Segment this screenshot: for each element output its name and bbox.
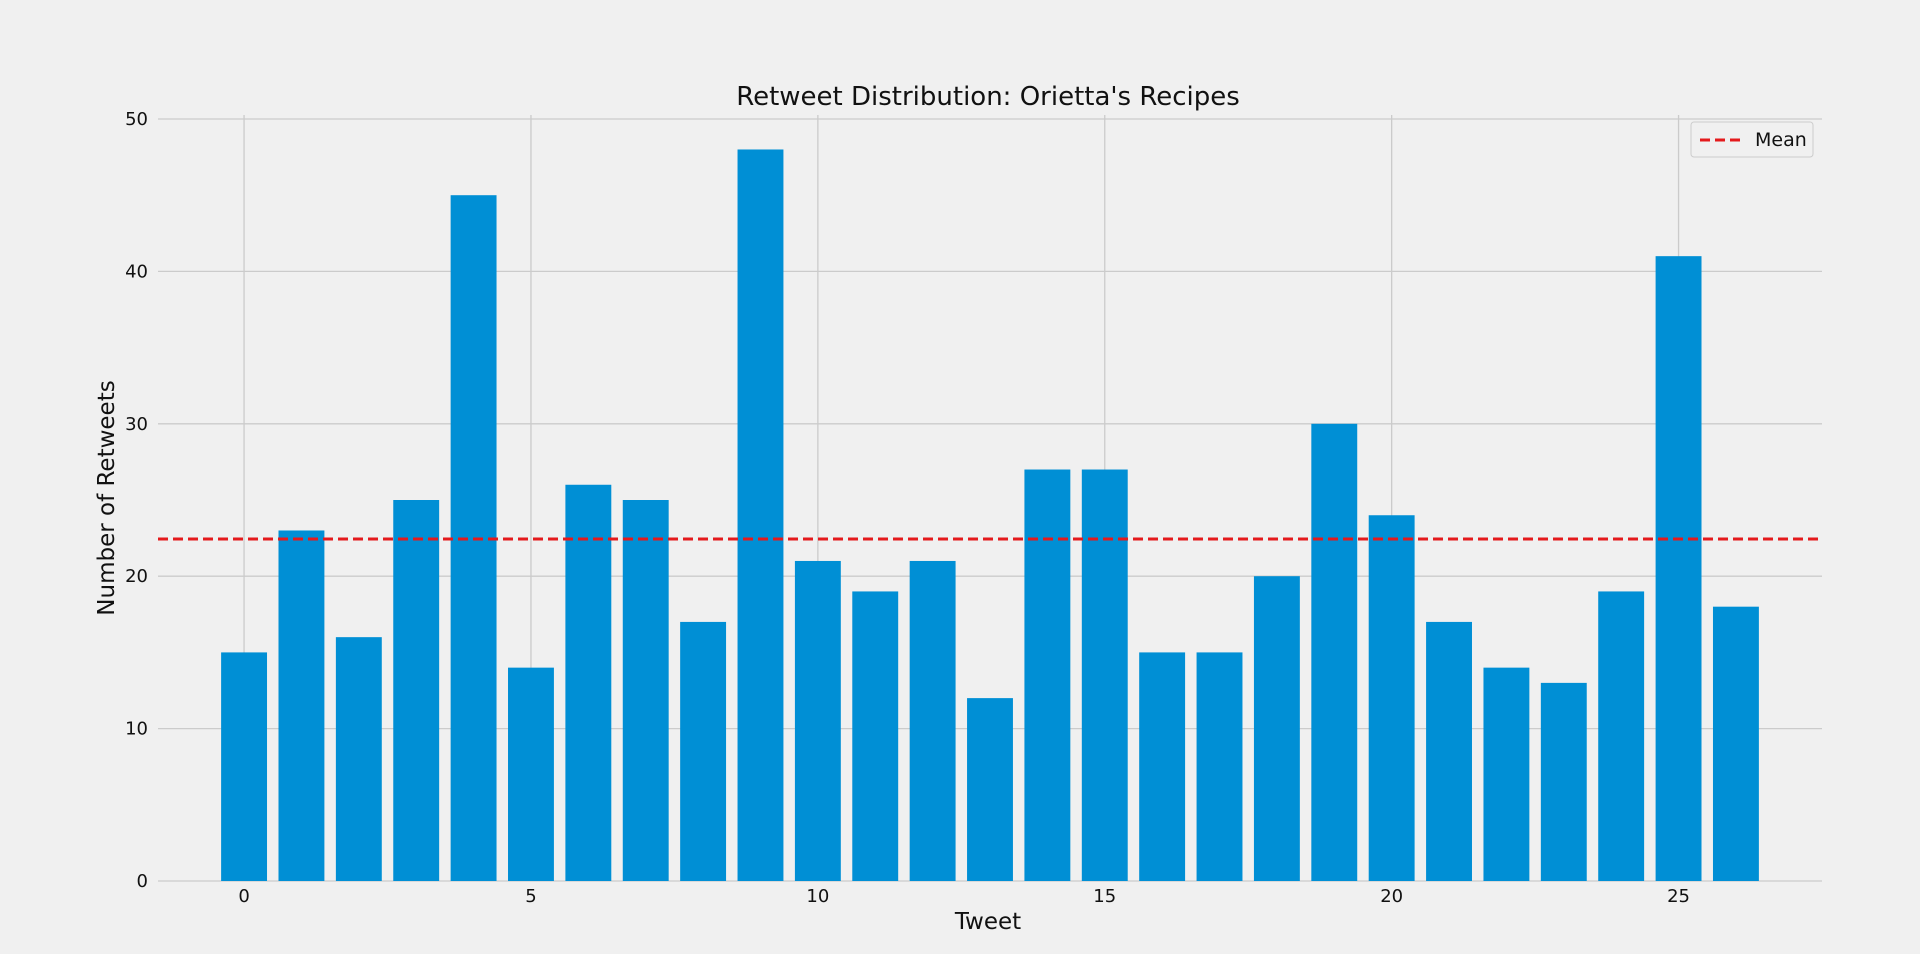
x-tick-label: 0 (238, 886, 249, 907)
y-tick-label: 0 (137, 871, 148, 892)
bar (1712, 606, 1759, 881)
bar (1655, 256, 1702, 881)
bar (1368, 515, 1415, 881)
bar (1311, 423, 1358, 881)
bar (278, 530, 325, 881)
bar (680, 621, 727, 881)
bar (737, 149, 784, 882)
bar (1540, 682, 1587, 881)
bar (1081, 469, 1128, 881)
bar (1196, 652, 1243, 881)
bar (1253, 576, 1300, 881)
y-tick-label: 30 (125, 414, 148, 435)
bar (794, 560, 841, 881)
bar (1426, 621, 1472, 881)
bar (1598, 591, 1645, 881)
bar (565, 484, 612, 881)
bar (393, 500, 440, 881)
y-tick-label: 50 (125, 109, 148, 130)
bar (1139, 652, 1186, 881)
x-axis-label: Tweet (954, 909, 1021, 935)
y-tick-label: 40 (125, 261, 148, 282)
x-tick-label: 5 (525, 886, 536, 907)
x-tick-label: 20 (1380, 886, 1403, 907)
tick-labels: 0 5 10 15 20 25 0 10 20 30 40 50 (125, 109, 1690, 907)
bar (909, 560, 956, 881)
x-tick-label: 15 (1093, 886, 1116, 907)
bar (1024, 469, 1071, 881)
x-tick-label: 10 (806, 886, 829, 907)
legend-box (1690, 121, 1814, 158)
bar (335, 637, 382, 881)
bar (1483, 667, 1530, 881)
chart-title: Retweet Distribution: Orietta's Recipes (736, 82, 1240, 112)
bar (508, 667, 554, 881)
bars (221, 149, 1759, 882)
bar (852, 591, 899, 881)
bar (622, 500, 669, 881)
bar (967, 698, 1013, 881)
x-tick-label: 25 (1667, 886, 1690, 907)
y-tick-label: 10 (125, 719, 148, 740)
legend-mean-label: Mean (1755, 129, 1807, 151)
bar (221, 652, 268, 881)
y-axis-label: Number of Retweets (94, 380, 120, 615)
y-tick-label: 20 (125, 566, 148, 587)
legend: Mean (1690, 121, 1814, 158)
